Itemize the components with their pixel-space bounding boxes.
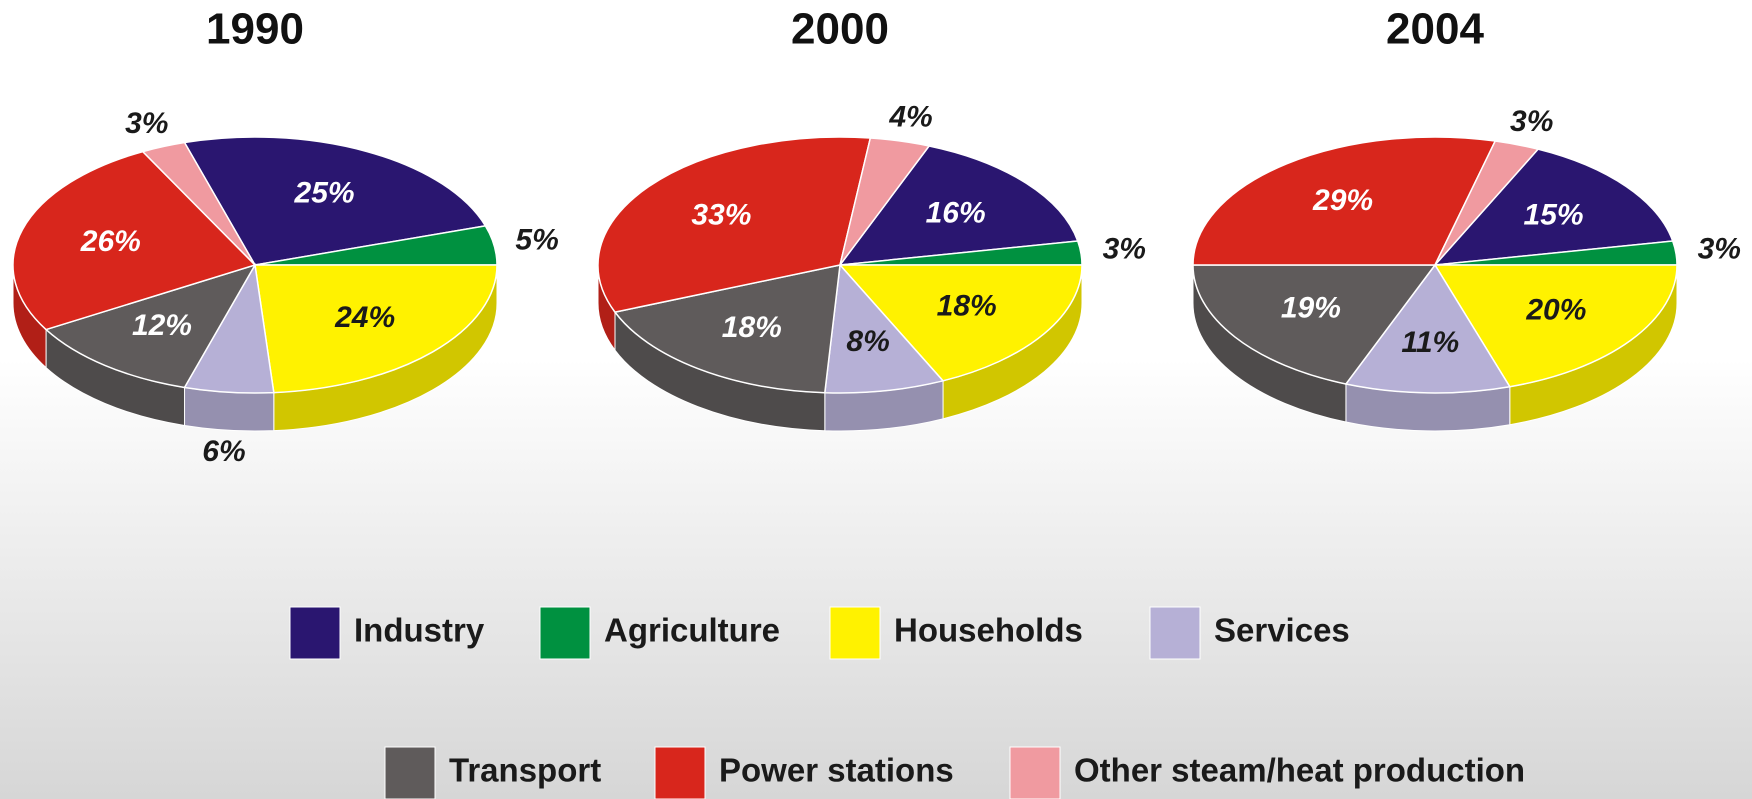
legend-label: Services	[1214, 612, 1350, 649]
slice	[1192, 136, 1497, 266]
slice	[44, 263, 257, 389]
legend-swatch	[829, 606, 881, 660]
value-label: 4%	[888, 101, 932, 134]
value-label: 25%	[294, 177, 355, 210]
chart-title: 2000	[791, 5, 889, 54]
value-label: 19%	[1281, 292, 1341, 325]
value-label: 5%	[515, 224, 558, 257]
legend-swatch	[654, 746, 706, 799]
legend-label: Power stations	[719, 752, 954, 789]
chart-title: 1990	[206, 5, 304, 54]
legend-label: Industry	[354, 612, 485, 649]
slice	[839, 137, 931, 266]
slice	[12, 150, 257, 331]
value-label: 3%	[125, 107, 168, 140]
value-label: 11%	[1401, 326, 1459, 359]
legend-swatch	[1009, 746, 1061, 799]
legend-label: Transport	[449, 752, 601, 789]
slice	[838, 145, 1079, 266]
slice	[1192, 264, 1437, 385]
value-label: 16%	[926, 196, 986, 229]
value-label: 18%	[722, 311, 782, 344]
slice	[1344, 263, 1511, 394]
legend-swatch	[1149, 606, 1201, 660]
legend-swatch	[384, 746, 436, 799]
value-label: 3%	[1510, 105, 1553, 138]
legend-label: Agriculture	[604, 612, 780, 649]
value-label: 3%	[1103, 233, 1146, 266]
value-label: 6%	[202, 435, 245, 468]
slice	[823, 263, 945, 394]
slice	[254, 264, 498, 394]
value-label: 12%	[132, 309, 192, 342]
value-label: 3%	[1698, 233, 1741, 266]
legend-label: Other steam/heat production	[1074, 752, 1525, 789]
value-label: 20%	[1525, 294, 1586, 327]
chart-title: 2004	[1386, 5, 1484, 54]
legend-label: Households	[894, 612, 1083, 649]
slice	[838, 264, 1083, 382]
legend-swatch	[539, 606, 591, 660]
value-label: 26%	[80, 225, 141, 258]
slice-side	[184, 386, 275, 432]
slice	[597, 136, 872, 313]
slice	[1434, 140, 1540, 266]
legend-swatch	[289, 606, 341, 660]
value-label: 33%	[691, 198, 751, 231]
value-label: 24%	[334, 301, 395, 334]
slice	[1433, 148, 1674, 266]
slice	[141, 141, 256, 266]
value-label: 8%	[846, 325, 889, 358]
slice	[613, 264, 841, 394]
slice	[1433, 264, 1678, 388]
value-label: 15%	[1524, 198, 1584, 231]
slice	[183, 136, 487, 266]
value-label: 18%	[937, 289, 997, 322]
value-label: 29%	[1312, 184, 1373, 217]
